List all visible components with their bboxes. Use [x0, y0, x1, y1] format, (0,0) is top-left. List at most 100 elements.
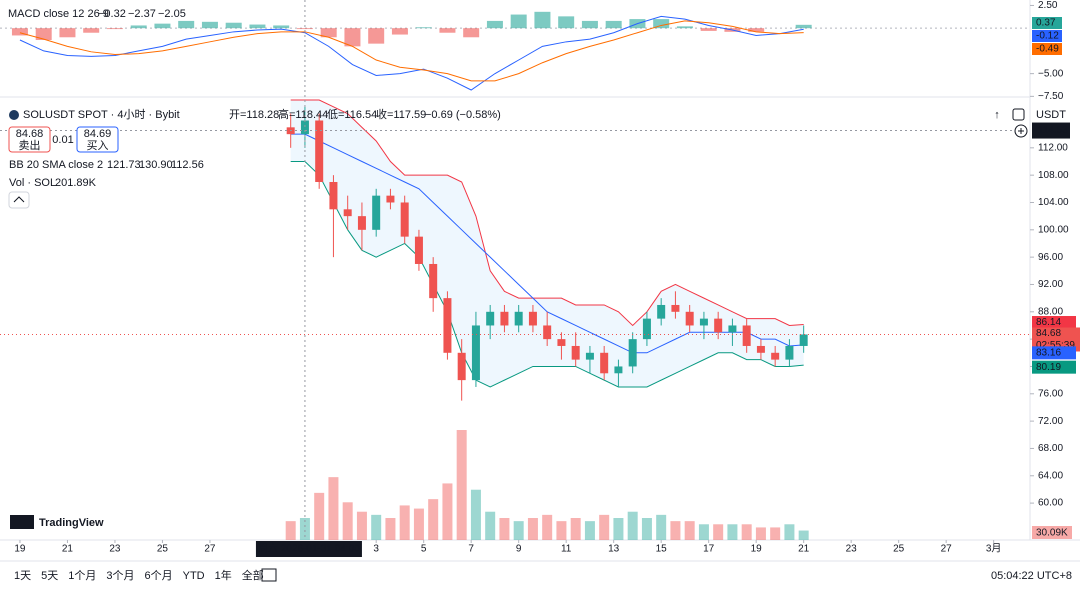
- x-tick-label: 19: [14, 544, 26, 555]
- macd-histogram-bar: [463, 28, 480, 38]
- macd-histogram-bar: [439, 28, 456, 33]
- candle-body: [429, 263, 438, 299]
- range-button[interactable]: 3个月: [106, 569, 134, 582]
- x-tick-label: 7: [468, 544, 474, 555]
- candle-body: [329, 181, 338, 210]
- candle-body: [514, 311, 523, 326]
- buy-button[interactable]: [76, 126, 119, 153]
- macd-histogram-bar: [344, 28, 361, 47]
- macd-macd: [19, 15, 804, 91]
- y-tick-label: 92.00: [1038, 279, 1063, 290]
- symbol-title[interactable]: SOLUSDT SPOT · 4小时 · Bybit: [23, 108, 180, 121]
- macd-histogram-bar: [35, 28, 52, 40]
- macd-last-label: -0.49: [1036, 44, 1059, 55]
- macd-last-box: [1032, 17, 1062, 29]
- macd-histogram-bar: [178, 20, 195, 29]
- volume-bar: [285, 521, 296, 540]
- volume-bar: [670, 521, 681, 540]
- macd-last-box: [1032, 43, 1062, 55]
- candle-body: [756, 345, 765, 353]
- bb-value: 121.73: [107, 159, 141, 171]
- macd-histogram-bar: [676, 26, 693, 29]
- spread: 0.01: [52, 134, 73, 146]
- volume-bar: [542, 514, 553, 540]
- macd-value: −2.37: [128, 8, 156, 20]
- volume-bar: [584, 521, 595, 540]
- collapse-button[interactable]: [8, 191, 30, 209]
- footer: 1天 5天 1个月 3个月 6个月 YTD 1年 全部: [14, 568, 264, 582]
- volume-bar: [798, 530, 809, 540]
- x-tick-label: 21: [62, 544, 74, 555]
- bb-lower-label-box: [1032, 360, 1076, 374]
- last-price-label: 84.68: [1036, 328, 1061, 339]
- volume-bar: [413, 508, 424, 540]
- volume-bar: [499, 518, 510, 540]
- range-button[interactable]: 全部: [242, 568, 264, 582]
- ohlc-low: 低=116.54: [327, 108, 377, 121]
- volume-bar: [470, 489, 481, 540]
- candle-body: [728, 325, 737, 333]
- candle-body: [614, 366, 623, 374]
- volume-bar: [527, 518, 538, 540]
- volume-bar: [371, 514, 382, 540]
- bb-lower-label: 80.19: [1036, 362, 1061, 373]
- range-button[interactable]: YTD: [183, 570, 205, 582]
- volume-bar: [770, 527, 781, 540]
- volume-bar: [684, 521, 695, 540]
- range-button[interactable]: 1个月: [68, 569, 96, 582]
- volume-bar: [613, 518, 624, 540]
- y-tick-label: 104.00: [1038, 197, 1069, 208]
- candle-body: [657, 304, 666, 319]
- sell-button[interactable]: [8, 126, 51, 153]
- macd-histogram-bar: [795, 24, 812, 29]
- arrow-icon[interactable]: ↑: [994, 109, 1000, 121]
- volume-bar: [698, 524, 709, 540]
- logo-text: TradingView: [39, 517, 104, 529]
- x-tick-label: 15: [656, 544, 668, 555]
- candle-body: [486, 311, 495, 326]
- y-tick-label: 100.00: [1038, 224, 1069, 235]
- fullscreen-icon[interactable]: [1012, 108, 1025, 121]
- x-tick-label: 3: [373, 544, 379, 555]
- bb-lower: [290, 160, 804, 388]
- macd-histogram-bar: [486, 20, 503, 29]
- macd-histogram-bar: [83, 28, 100, 33]
- candle-body: [372, 195, 381, 230]
- range-button[interactable]: 1年: [215, 568, 232, 582]
- macd-histogram-bar: [59, 28, 76, 38]
- crosshair-time: 周六 2026-01-31 04:00: [258, 543, 360, 555]
- candle-body: [742, 325, 751, 346]
- macd-y-tick-label: −5.00: [1038, 68, 1064, 79]
- volume-bar: [342, 502, 353, 540]
- candle-body: [571, 345, 580, 360]
- volume-bar: [741, 524, 752, 540]
- x-tick-label: 25: [893, 544, 905, 555]
- ohlc-change: −0.69 (−0.58%): [425, 109, 501, 121]
- date-range-icon[interactable]: [261, 568, 277, 582]
- vol-value: 201.89K: [55, 177, 97, 189]
- macd-histogram-bar: [415, 27, 432, 29]
- macd-histogram-bar: [700, 28, 717, 31]
- y-tick-label: 64.00: [1038, 470, 1063, 481]
- currency[interactable]: USDT: [1036, 109, 1066, 121]
- x-tick-label: 9: [516, 544, 522, 555]
- candle-body: [315, 120, 324, 182]
- macd-histogram-bar: [130, 25, 147, 29]
- range-button[interactable]: 5天: [41, 570, 58, 582]
- candle-body: [785, 345, 794, 360]
- candle-body: [714, 318, 723, 333]
- volume-bar: [399, 505, 410, 540]
- sell-label: 卖出: [19, 138, 41, 152]
- candle-body: [386, 195, 395, 203]
- range-button[interactable]: 6个月: [145, 569, 173, 582]
- range-button[interactable]: 1天: [14, 570, 31, 582]
- candle-body: [471, 325, 480, 381]
- crosshair-time-box: [255, 541, 362, 557]
- x-tick-label: 23: [109, 544, 121, 555]
- candle-body: [543, 325, 552, 340]
- crosshair-price-box: [1032, 122, 1070, 139]
- vol-legend: Vol · SOL: [9, 177, 56, 189]
- volume-bar: [299, 518, 310, 540]
